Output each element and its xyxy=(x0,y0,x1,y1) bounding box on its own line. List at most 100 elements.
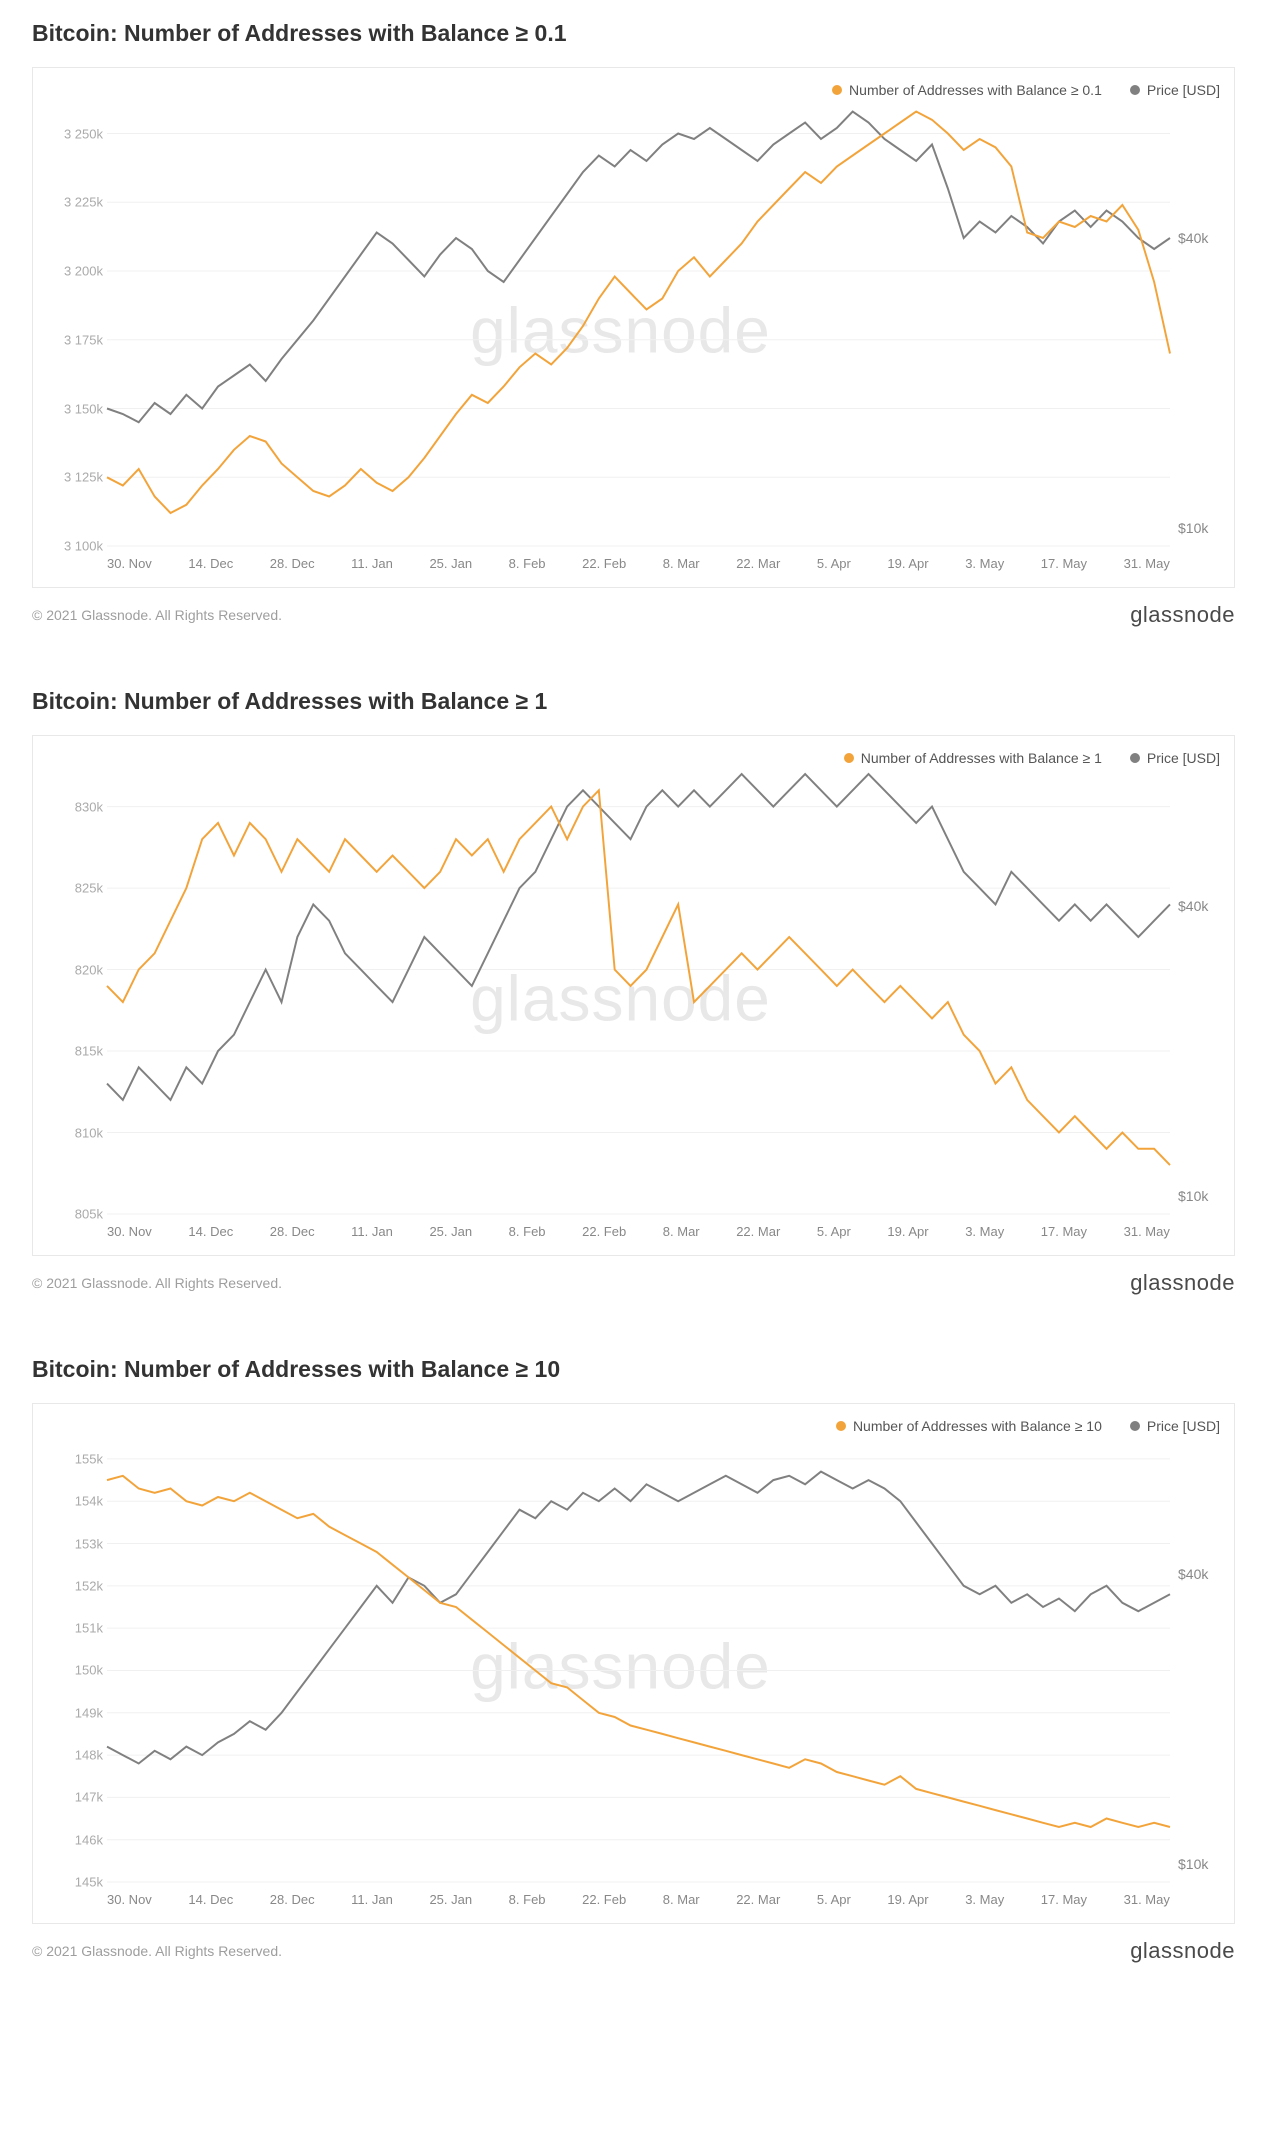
y-left-tick: 145k xyxy=(75,1875,103,1890)
plot-area[interactable]: 155k154k153k152k151k150k149k148k147k146k… xyxy=(107,1442,1170,1882)
x-tick: 22. Feb xyxy=(582,1224,626,1239)
y-left-tick: 3 100k xyxy=(64,539,103,554)
series-line xyxy=(107,790,1170,1165)
copyright-text: © 2021 Glassnode. All Rights Reserved. xyxy=(32,1275,282,1291)
plot-area[interactable]: 830k825k820k815k810k805k$40k$10kglassnod… xyxy=(107,774,1170,1214)
chart-footer: © 2021 Glassnode. All Rights Reserved. gl… xyxy=(32,1938,1235,1964)
y-left-tick: 148k xyxy=(75,1748,103,1763)
y-right-tick: $40k xyxy=(1178,230,1208,246)
chart-svg xyxy=(107,106,1170,546)
x-tick: 8. Feb xyxy=(509,1892,546,1907)
legend-dot-icon xyxy=(832,85,842,95)
legend-label-series: Number of Addresses with Balance ≥ 1 xyxy=(861,750,1102,766)
x-axis: 30. Nov14. Dec28. Dec11. Jan25. Jan8. Fe… xyxy=(107,1882,1170,1923)
chart-block-c3: Bitcoin: Number of Addresses with Balanc… xyxy=(32,1356,1235,1964)
x-tick: 19. Apr xyxy=(887,1224,928,1239)
y-right-tick: $10k xyxy=(1178,520,1208,536)
x-tick: 14. Dec xyxy=(188,556,233,571)
x-tick: 8. Mar xyxy=(663,556,700,571)
x-tick: 30. Nov xyxy=(107,1892,152,1907)
y-left-tick: 825k xyxy=(75,881,103,896)
y-right-tick: $10k xyxy=(1178,1856,1208,1872)
legend-label-price: Price [USD] xyxy=(1147,82,1220,98)
y-axis-left: 830k825k820k815k810k805k xyxy=(47,774,103,1214)
price-line xyxy=(107,1472,1170,1764)
y-left-tick: 154k xyxy=(75,1494,103,1509)
x-tick: 17. May xyxy=(1041,556,1087,571)
x-tick: 28. Dec xyxy=(270,556,315,571)
copyright-text: © 2021 Glassnode. All Rights Reserved. xyxy=(32,1943,282,1959)
legend-item-series: Number of Addresses with Balance ≥ 0.1 xyxy=(832,82,1102,98)
x-tick: 11. Jan xyxy=(351,1224,393,1239)
x-tick: 11. Jan xyxy=(351,556,393,571)
x-tick: 22. Mar xyxy=(736,1224,780,1239)
legend-label-series: Number of Addresses with Balance ≥ 0.1 xyxy=(849,82,1102,98)
y-axis-left: 155k154k153k152k151k150k149k148k147k146k… xyxy=(47,1442,103,1882)
y-left-tick: 3 250k xyxy=(64,126,103,141)
legend: Number of Addresses with Balance ≥ 10 Pri… xyxy=(47,1418,1220,1434)
x-tick: 3. May xyxy=(965,1224,1004,1239)
brand-logo: glassnode xyxy=(1130,1270,1235,1296)
legend-item-price: Price [USD] xyxy=(1130,1418,1220,1434)
legend: Number of Addresses with Balance ≥ 1 Pric… xyxy=(47,750,1220,766)
y-right-tick: $40k xyxy=(1178,1566,1208,1582)
y-left-tick: 155k xyxy=(75,1451,103,1466)
plot-area[interactable]: 3 250k3 225k3 200k3 175k3 150k3 125k3 10… xyxy=(107,106,1170,546)
chart-frame: Number of Addresses with Balance ≥ 10 Pri… xyxy=(32,1403,1235,1924)
legend-dot-icon xyxy=(1130,1421,1140,1431)
legend-dot-icon xyxy=(844,753,854,763)
chart-frame: Number of Addresses with Balance ≥ 0.1 Pr… xyxy=(32,67,1235,588)
brand-logo: glassnode xyxy=(1130,1938,1235,1964)
y-left-tick: 3 125k xyxy=(64,470,103,485)
copyright-text: © 2021 Glassnode. All Rights Reserved. xyxy=(32,607,282,623)
y-right-tick: $40k xyxy=(1178,898,1208,914)
x-axis: 30. Nov14. Dec28. Dec11. Jan25. Jan8. Fe… xyxy=(107,546,1170,587)
y-left-tick: 3 175k xyxy=(64,332,103,347)
y-axis-right: $40k$10k xyxy=(1174,774,1220,1214)
y-left-tick: 3 225k xyxy=(64,195,103,210)
y-left-tick: 820k xyxy=(75,962,103,977)
y-axis-left: 3 250k3 225k3 200k3 175k3 150k3 125k3 10… xyxy=(47,106,103,546)
chart-title: Bitcoin: Number of Addresses with Balanc… xyxy=(32,688,1235,715)
chart-title: Bitcoin: Number of Addresses with Balanc… xyxy=(32,20,1235,47)
y-left-tick: 3 200k xyxy=(64,264,103,279)
x-tick: 31. May xyxy=(1124,1224,1170,1239)
legend-item-price: Price [USD] xyxy=(1130,82,1220,98)
y-left-tick: 152k xyxy=(75,1578,103,1593)
y-left-tick: 147k xyxy=(75,1790,103,1805)
series-line xyxy=(107,1476,1170,1827)
y-left-tick: 830k xyxy=(75,799,103,814)
x-axis: 30. Nov14. Dec28. Dec11. Jan25. Jan8. Fe… xyxy=(107,1214,1170,1255)
y-left-tick: 149k xyxy=(75,1705,103,1720)
y-left-tick: 815k xyxy=(75,1044,103,1059)
x-tick: 22. Feb xyxy=(582,556,626,571)
legend-item-price: Price [USD] xyxy=(1130,750,1220,766)
x-tick: 17. May xyxy=(1041,1892,1087,1907)
y-left-tick: 151k xyxy=(75,1621,103,1636)
chart-block-c1: Bitcoin: Number of Addresses with Balanc… xyxy=(32,20,1235,628)
x-tick: 31. May xyxy=(1124,1892,1170,1907)
x-tick: 5. Apr xyxy=(817,1224,851,1239)
y-left-tick: 805k xyxy=(75,1207,103,1222)
chart-title: Bitcoin: Number of Addresses with Balanc… xyxy=(32,1356,1235,1383)
x-tick: 14. Dec xyxy=(188,1892,233,1907)
chart-footer: © 2021 Glassnode. All Rights Reserved.gl… xyxy=(32,602,1235,628)
x-tick: 22. Mar xyxy=(736,1892,780,1907)
legend-item-series: Number of Addresses with Balance ≥ 1 xyxy=(844,750,1102,766)
x-tick: 8. Mar xyxy=(663,1224,700,1239)
legend-item-series: Number of Addresses with Balance ≥ 10 xyxy=(836,1418,1102,1434)
legend: Number of Addresses with Balance ≥ 0.1 Pr… xyxy=(47,82,1220,98)
legend-label-price: Price [USD] xyxy=(1147,1418,1220,1434)
y-left-tick: 146k xyxy=(75,1832,103,1847)
x-tick: 8. Feb xyxy=(509,1224,546,1239)
legend-dot-icon xyxy=(1130,85,1140,95)
x-tick: 19. Apr xyxy=(887,1892,928,1907)
x-tick: 30. Nov xyxy=(107,1224,152,1239)
x-tick: 3. May xyxy=(965,1892,1004,1907)
x-tick: 5. Apr xyxy=(817,556,851,571)
x-tick: 28. Dec xyxy=(270,1892,315,1907)
chart-footer: © 2021 Glassnode. All Rights Reserved. gl… xyxy=(32,1270,1235,1296)
x-tick: 5. Apr xyxy=(817,1892,851,1907)
series-line xyxy=(107,112,1170,514)
legend-label-series: Number of Addresses with Balance ≥ 10 xyxy=(853,1418,1102,1434)
